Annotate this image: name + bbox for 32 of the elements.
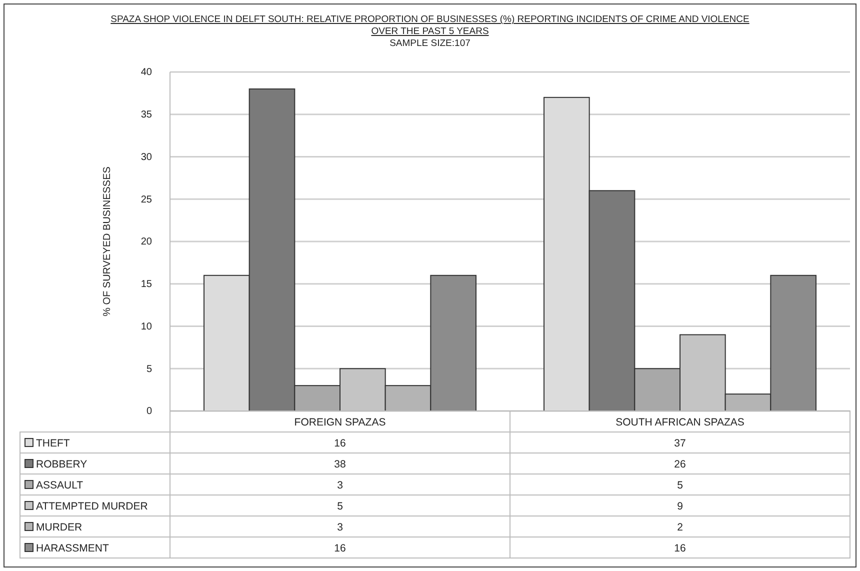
data-label: 3 (337, 522, 344, 534)
data-label: 2 (677, 522, 684, 534)
y-tick-label: 35 (140, 110, 152, 121)
y-tick-label: 5 (146, 364, 152, 375)
data-label: 16 (674, 542, 686, 554)
legend-label: THEFT (36, 438, 70, 450)
chart-title: SPAZA SHOP VIOLENCE IN DELFT SOUTH: RELATIVE PROPORTION OF BUSINESSES (%) REPORTING INCIDENTS OF CRIME AND VIOLENCE OVER THE PAST 5 YEARS (110, 14, 750, 37)
data-label: 26 (674, 458, 686, 470)
legend-label: ATTEMPTED MURDER (36, 500, 148, 512)
data-label: 5 (337, 500, 344, 512)
y-axis-title: % OF SURVEYED BUSINESSES (102, 166, 113, 316)
data-label: 3 (337, 480, 344, 492)
x-tick-label: SOUTH AFRICAN SPAZAS (616, 416, 744, 428)
x-tick-label: FOREIGN SPAZAS (294, 416, 386, 428)
legend-label: ASSAULT (36, 480, 84, 492)
y-tick-label: 40 (140, 67, 152, 78)
y-tick-label: 0 (146, 406, 152, 418)
chart-subtitle: SAMPLE SIZE:107 (390, 38, 470, 49)
data-label: 5 (677, 480, 684, 492)
data-label: 37 (674, 438, 686, 450)
data-label: 9 (677, 500, 684, 512)
data-label: 38 (334, 458, 346, 470)
y-tick-label: 10 (140, 321, 152, 332)
legend-label: ROBBERY (36, 458, 88, 470)
y-tick-label: 20 (140, 236, 152, 248)
legend-label: MURDER (36, 522, 82, 534)
data-label: 16 (334, 542, 346, 554)
y-tick-label: 30 (140, 152, 152, 163)
y-tick-label: 25 (140, 194, 152, 206)
data-label: 16 (334, 438, 346, 450)
legend-label: HARASSMENT (36, 542, 110, 554)
y-tick-label: 15 (140, 279, 152, 290)
